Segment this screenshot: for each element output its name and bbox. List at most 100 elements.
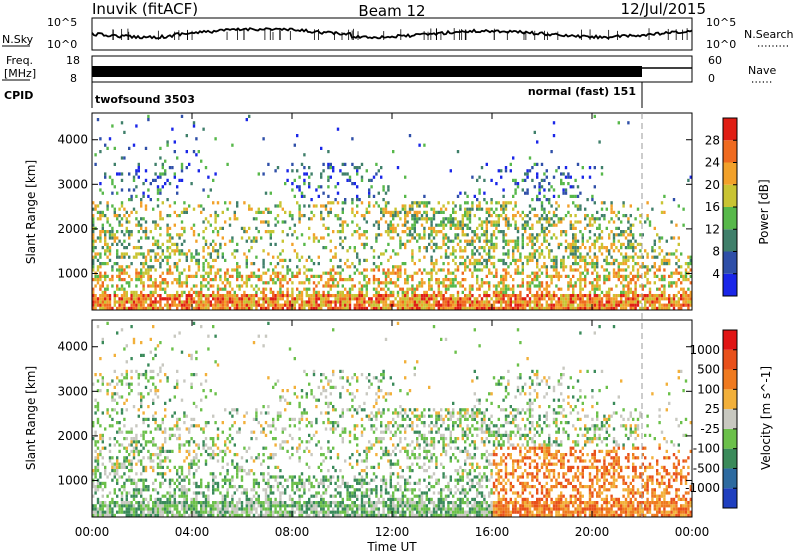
echo-cell [675,303,678,307]
echo-cell [629,226,632,230]
echo-cell [411,284,414,288]
echo-cell [584,306,587,310]
echo-cell [286,303,289,307]
echo-cell [135,440,138,444]
echo-cell [375,220,378,224]
echo-cell [178,443,181,447]
echo-cell [540,178,544,182]
echo-cell [478,287,481,291]
echo-cell [96,510,100,514]
echo-cell [552,223,556,227]
echo-cell [240,274,244,278]
echo-cell [404,210,407,214]
echo-cell [430,230,433,234]
echo-cell [101,297,104,301]
echo-cell [401,306,404,310]
echo-cell [584,217,587,221]
echo-cell [418,204,421,208]
echo-cell [377,191,380,195]
echo-cell [207,262,210,266]
echo-cell [682,278,685,282]
echo-cell [610,262,613,266]
echo-cell [593,265,596,269]
echo-cell [216,201,220,205]
echo-cell [591,300,594,304]
echo-cell [159,507,162,511]
echo-cell [610,246,613,250]
echo-cell [356,166,359,170]
echo-cell [377,290,380,294]
echo-cell [149,350,152,354]
echo-cell [159,465,162,469]
echo-cell [195,405,198,409]
echo-cell [120,379,124,383]
echo-cell [416,220,419,224]
echo-cell [120,284,124,288]
echo-cell [442,236,445,240]
echo-cell [660,258,664,262]
echo-cell [185,501,188,505]
echo-cell [176,507,179,511]
echo-cell [159,341,162,345]
echo-cell [615,306,618,310]
echo-cell [521,265,524,269]
echo-cell [437,281,440,285]
echo-cell [332,255,335,259]
echo-cell [152,265,155,269]
echo-cell [627,287,630,291]
echo-cell [588,290,592,294]
echo-cell [204,501,208,505]
echo-cell [284,182,287,186]
echo-cell [308,300,311,304]
echo-cell [140,491,143,495]
echo-cell [195,456,198,460]
echo-cell [552,262,556,266]
echo-cell [137,507,140,511]
echo-cell [202,284,205,288]
echo-cell [118,430,121,434]
echo-cell [96,204,100,208]
echo-cell [298,258,301,262]
echo-cell [569,185,572,189]
echo-cell [92,303,95,307]
echo-cell [516,185,520,189]
echo-cell [154,300,157,304]
echo-cell [668,262,671,266]
echo-cell [389,220,392,224]
echo-cell [444,207,448,211]
echo-cell [166,501,169,505]
echo-cell [488,210,491,214]
echo-cell [159,306,162,310]
echo-cell [632,255,635,259]
colorbar-swatch [723,251,737,274]
echo-cell [111,510,114,514]
echo-cell [315,306,318,310]
echo-cell [406,294,409,298]
echo-cell [540,252,544,256]
echo-cell [99,217,102,221]
echo-cell [231,268,234,272]
echo-cell [603,306,606,310]
echo-cell [113,488,116,492]
echo-cell [598,287,601,291]
echo-cell [464,210,467,214]
echo-cell [224,284,227,288]
echo-cell [663,297,666,301]
echo-cell [188,469,191,473]
echo-cell [507,287,510,291]
echo-cell [526,262,529,266]
echo-cell [648,300,652,304]
echo-cell [183,414,186,418]
echo-cell [329,303,332,307]
echo-cell [154,226,157,230]
echo-cell [341,210,344,214]
echo-cell [488,255,491,259]
echo-cell [200,504,203,508]
echo-cell [524,306,527,310]
echo-cell [192,255,196,259]
echo-cell [94,246,97,250]
echo-cell [615,284,618,288]
echo-cell [190,504,193,508]
echo-cell [281,220,284,224]
echo-cell [387,233,390,237]
